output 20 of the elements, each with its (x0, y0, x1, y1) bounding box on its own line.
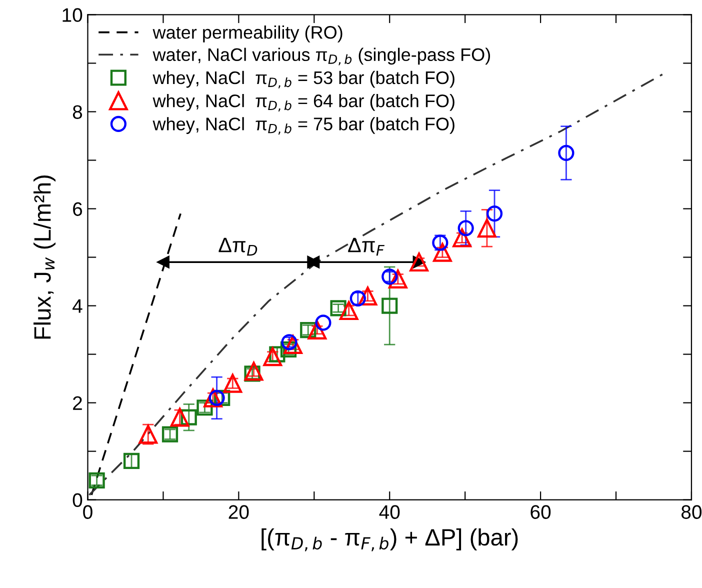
legend-label: whey, NaCl π$_{D,b}$ = 64 bar (batch FO) (152, 94, 454, 112)
legend-label: water permeability (RO) (152, 26, 342, 42)
y-tick-label: 2 (73, 396, 82, 410)
x-axis-title: [(π$_{D,b}$ - π$_{F,b}$) + ΔP] (bar) (262, 528, 518, 552)
y-tick-label: 0 (72, 493, 82, 508)
y-tick-label: 4 (72, 299, 82, 313)
annotation: Δπ$_{D}$ (218, 238, 258, 256)
y-tick-label: 8 (72, 105, 82, 119)
y-tick-label: 10 (62, 8, 82, 22)
x-tick-label: 40 (379, 505, 400, 519)
y-tick-label: 6 (73, 202, 82, 216)
y-axis-title: Flux, J$_{w}$ (L/m²h) (34, 176, 56, 339)
legend-label: water, NaCl various π$_{D,b}$ (single-pass FO) (152, 48, 490, 66)
x-tick-label: 60 (530, 505, 551, 519)
x-tick-label: 20 (228, 505, 249, 519)
annotation: Δπ$_{F}$ (348, 238, 385, 256)
x-tick-label: 0 (83, 505, 92, 519)
legend-label: whey, NaCl π$_{D,b}$ = 75 bar (batch FO) (152, 117, 454, 135)
legend-label: whey, NaCl π$_{D,b}$ = 53 bar (batch FO) (152, 70, 454, 88)
x-tick-label: 80 (682, 505, 702, 519)
